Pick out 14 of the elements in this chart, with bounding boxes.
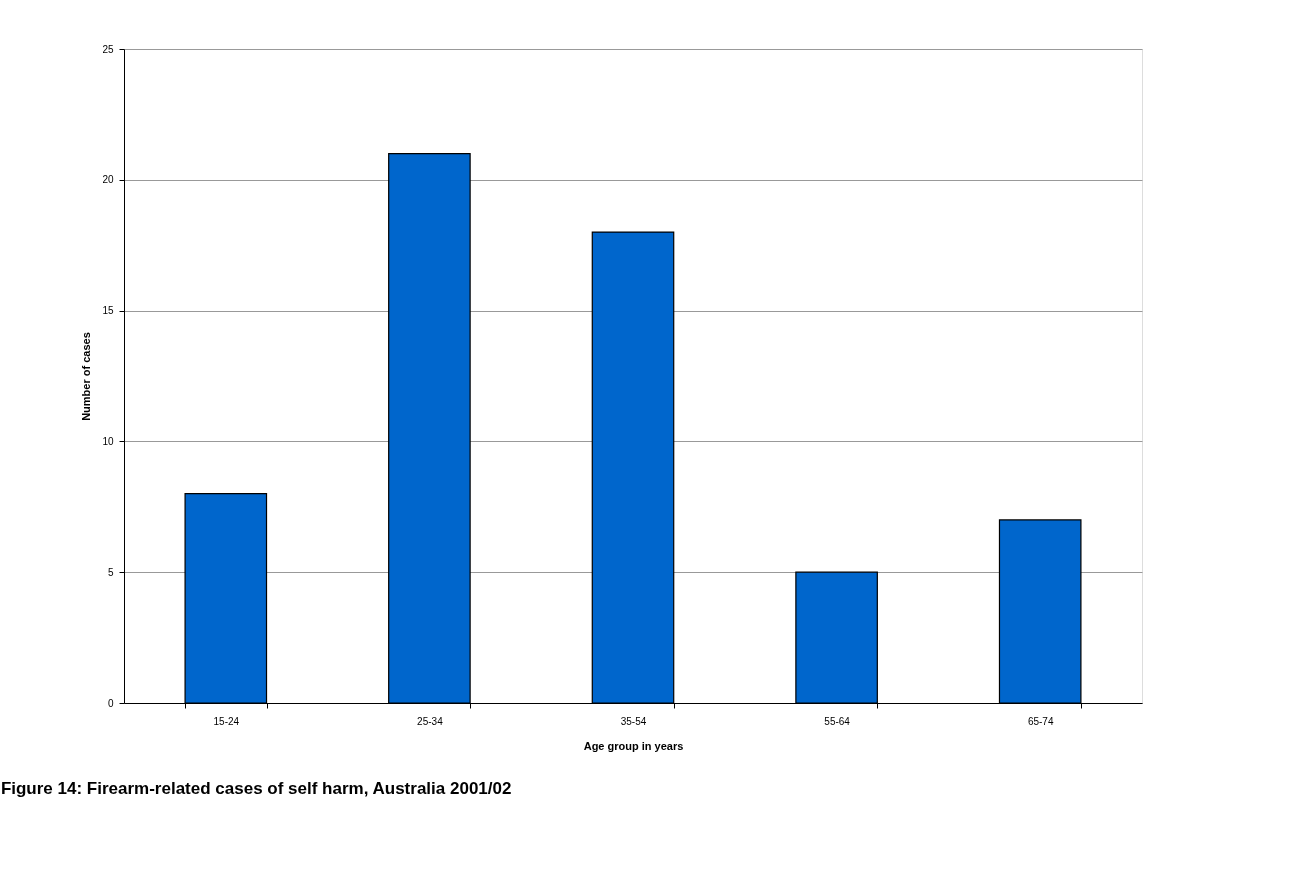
y-tick-label: 25 xyxy=(102,43,114,55)
y-tick-label: 20 xyxy=(102,174,114,186)
y-tick-label: 5 xyxy=(107,566,114,578)
x-tick-label: 15-24 xyxy=(213,715,240,727)
y-axis-title: Number of cases xyxy=(80,332,93,421)
x-tick-label: 65-74 xyxy=(1027,715,1054,727)
y-tick-label: 10 xyxy=(102,435,114,447)
x-axis-title: Age group in years xyxy=(583,739,684,752)
text: Figure 14: Firearm-related cases of self harm, Australia 2001/02 xyxy=(0,779,512,798)
x-tick-label: 35-54 xyxy=(620,715,647,727)
y-tick-label: 0 xyxy=(107,697,114,709)
x-tick-label: 55-64 xyxy=(824,715,851,727)
x-tick-label: 25-34 xyxy=(417,715,444,727)
y-tick-label: 15 xyxy=(102,305,114,317)
